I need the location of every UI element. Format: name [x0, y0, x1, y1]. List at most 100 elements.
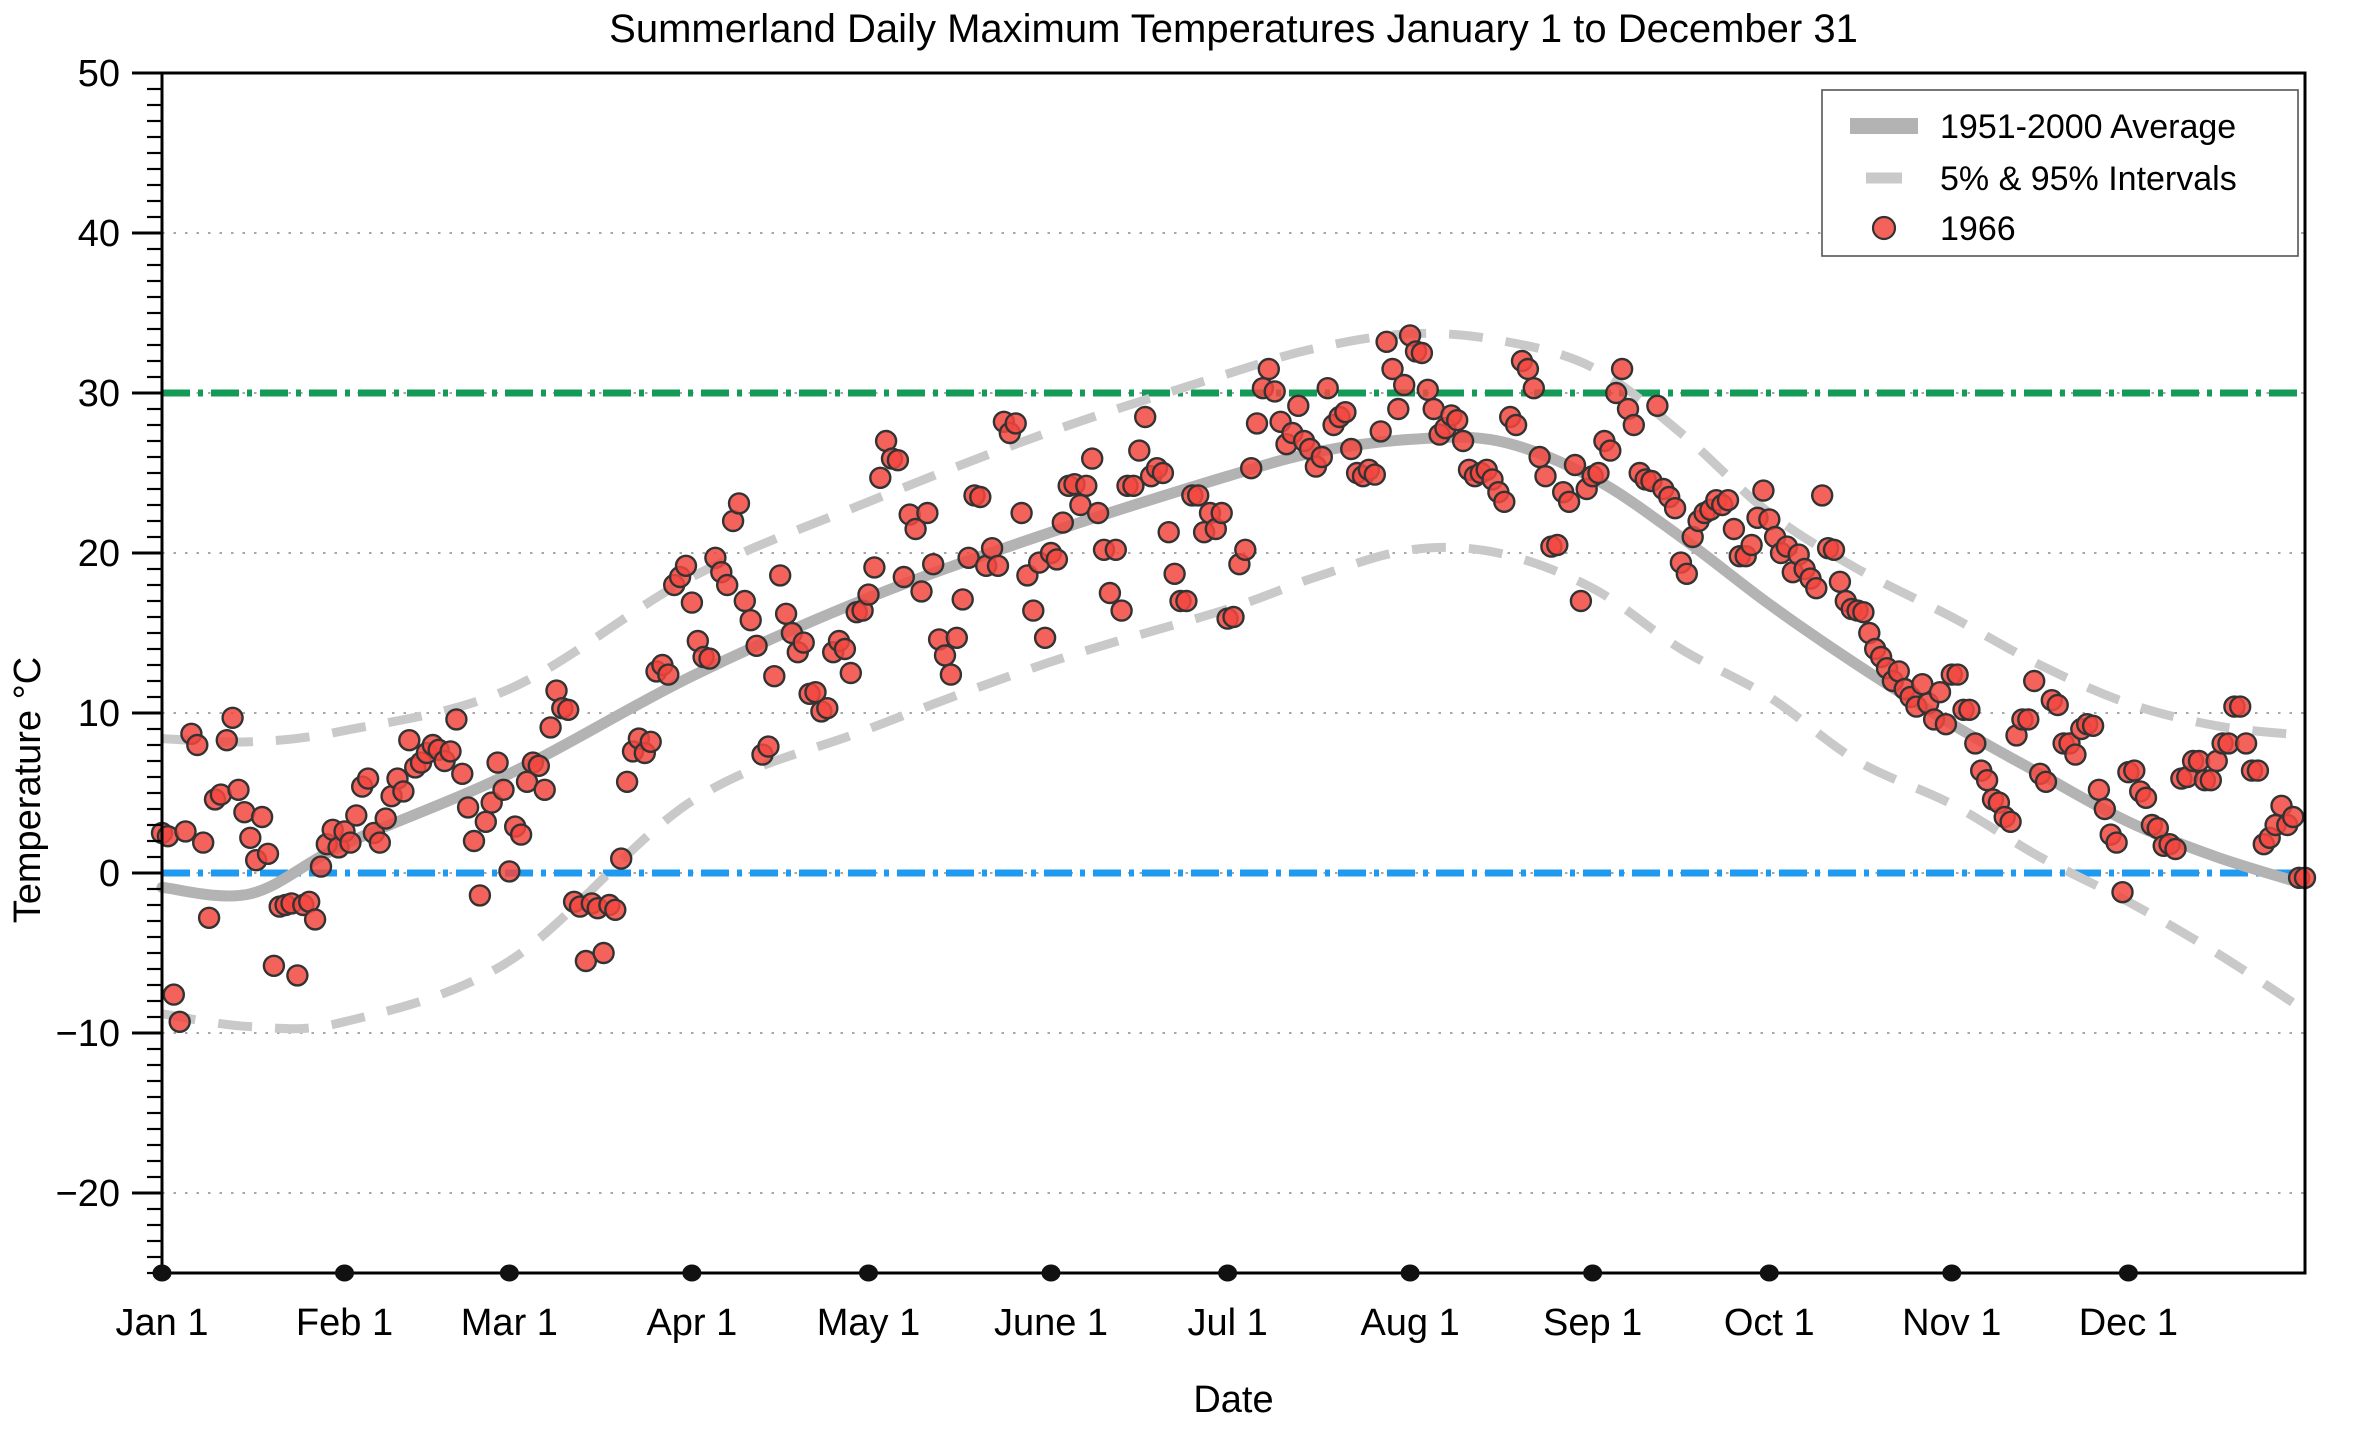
data-point-1966: [2064, 743, 2087, 766]
average-curve: [156, 431, 2311, 902]
data-point-1966: [1392, 373, 1416, 397]
data-point-1966: [186, 733, 209, 757]
data-point-1966: [1263, 380, 1286, 403]
data-point-1966: [474, 810, 497, 833]
data-point-1966: [674, 554, 698, 577]
data-point-1966: [1975, 769, 1999, 792]
data-point-1966: [468, 884, 492, 907]
data-point-1966: [374, 807, 397, 830]
data-point-1966: [739, 609, 762, 632]
data-point-1966: [1086, 501, 1110, 525]
data-point-1966: [1740, 533, 1763, 557]
data-point-1966: [439, 740, 462, 763]
data-point-1966: [1175, 589, 1198, 613]
data-point-1966: [1381, 357, 1404, 381]
x-axis-label: Date: [1193, 1379, 1273, 1421]
data-point-1966: [1410, 341, 1434, 365]
x-tick-label: Sep 1: [1543, 1302, 1642, 1344]
data-point-1966: [1546, 533, 1569, 557]
data-point-1966: [615, 770, 639, 793]
data-point-1966: [1363, 463, 1387, 486]
data-point-1966: [1339, 437, 1363, 461]
data-point-1966: [1310, 445, 1334, 469]
data-point-1966: [1163, 562, 1186, 585]
data-point-1966: [2034, 770, 2058, 793]
chart-title: Summerland Daily Maximum Temperatures Ja…: [609, 7, 1858, 51]
data-point-1966: [2134, 786, 2158, 809]
x-tick-label: May 1: [817, 1302, 920, 1344]
data-point-1966: [2246, 759, 2270, 782]
y-tick-label: 40: [78, 213, 120, 255]
data-point-1966: [2093, 797, 2117, 821]
data-point-1966: [1828, 570, 1852, 593]
data-point-1966: [1716, 489, 1740, 512]
data-point-1966: [863, 556, 886, 579]
data-point-1966: [933, 644, 957, 667]
data-point-1966: [1528, 445, 1551, 469]
data-point-1966: [1964, 732, 1987, 755]
data-point-1966: [2228, 695, 2252, 718]
data-point-1966: [168, 1010, 191, 1033]
data-point-1966: [945, 626, 968, 649]
x-tick-label: Aug 1: [1360, 1302, 1459, 1344]
data-point-1966: [1080, 447, 1104, 470]
data-point-1966: [533, 778, 556, 801]
data-point-1966: [869, 466, 892, 489]
month-tick-dot: [858, 1264, 878, 1282]
data-point-1966: [309, 855, 333, 878]
data-point-1966: [1522, 377, 1546, 400]
data-point-1966: [368, 831, 391, 854]
data-point-1966: [1186, 484, 1210, 507]
data-point-1966: [456, 796, 480, 819]
data-point-1966: [462, 829, 486, 853]
legend-label: 1966: [1940, 210, 2016, 248]
month-tick-dot: [1218, 1264, 1238, 1282]
data-point-1966: [2105, 831, 2128, 854]
data-point-1966: [339, 831, 362, 854]
data-point-1966: [769, 564, 792, 587]
data-point-1966: [345, 804, 368, 827]
data-point-1966: [1622, 413, 1646, 437]
data-point-1966: [191, 831, 215, 854]
data-point-1966: [1157, 521, 1180, 544]
data-point-1966: [2087, 778, 2111, 801]
data-point-1966: [639, 730, 662, 753]
data-point-1966: [1451, 429, 1475, 453]
data-point-1966: [1958, 698, 1981, 721]
data-point-1966: [215, 729, 239, 752]
y-tick-label: −10: [56, 1013, 120, 1055]
data-point-1966: [1075, 474, 1098, 497]
data-point-1966: [2199, 769, 2223, 792]
data-point-1966: [1675, 562, 1699, 585]
x-tick-label: Oct 1: [1724, 1302, 1815, 1344]
data-point-1966: [286, 964, 309, 987]
data-point-1966: [1934, 713, 1958, 736]
data-point-1966: [1133, 405, 1157, 429]
data-point-1966: [1287, 394, 1310, 417]
x-tick-label: Feb 1: [296, 1302, 393, 1344]
data-point-1966: [857, 583, 880, 606]
data-point-1966: [1516, 357, 1540, 381]
data-point-1966: [1316, 377, 1339, 400]
data-point-1966: [1504, 413, 1528, 437]
data-point-1966: [657, 663, 680, 686]
data-point-1966: [1610, 357, 1634, 381]
data-point-1966: [969, 485, 992, 509]
data-point-1966: [1245, 412, 1269, 435]
data-point-1966: [250, 805, 274, 829]
data-point-1966: [1128, 439, 1151, 462]
data-point-1966: [2111, 881, 2134, 904]
data-point-1966: [2234, 732, 2258, 755]
data-point-1966: [486, 751, 509, 774]
data-point-1966: [1599, 439, 1622, 462]
data-point-1966: [557, 698, 580, 721]
data-point-1966: [2164, 837, 2187, 861]
data-point-1966: [939, 663, 963, 686]
data-point-1966: [239, 826, 262, 849]
data-point-1966: [727, 492, 751, 515]
legend-label: 5% & 95% Intervals: [1940, 160, 2237, 198]
month-tick-dot: [1759, 1264, 1779, 1282]
data-point-1966: [2022, 669, 2046, 693]
